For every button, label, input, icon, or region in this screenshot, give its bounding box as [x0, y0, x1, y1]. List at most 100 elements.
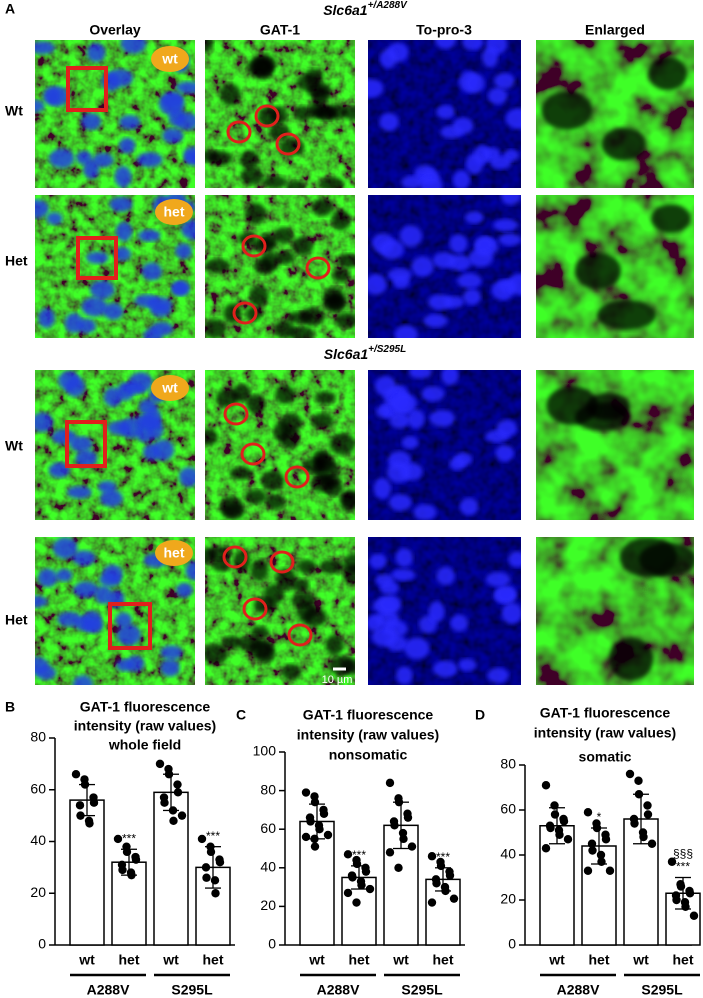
nucleus: [487, 87, 508, 105]
data-point: [197, 834, 207, 844]
nucleus: [87, 42, 106, 63]
significance: *: [597, 810, 602, 824]
data-point: [211, 889, 220, 898]
nucleus: [498, 233, 521, 246]
data-point: [301, 788, 311, 797]
nucleus: [120, 40, 147, 54]
data-point: [310, 842, 320, 851]
data-point: [601, 835, 611, 844]
nucleus: [95, 585, 112, 604]
nucleus: [117, 624, 142, 646]
nucleus: [92, 152, 114, 168]
nucleus: [247, 57, 273, 77]
data-point: [588, 846, 597, 855]
x-tick-label: het: [349, 952, 370, 968]
nucleus: [376, 405, 393, 419]
nucleus: [249, 285, 269, 307]
nucleus: [69, 436, 93, 452]
cell-circle: [242, 597, 268, 621]
nucleus: [368, 78, 384, 98]
significance: §§§: [673, 847, 693, 861]
micrograph: [205, 370, 355, 520]
soma: [619, 537, 678, 578]
chart-title: intensity (raw values): [534, 725, 676, 741]
nucleus: [46, 212, 63, 225]
nucleus: [89, 280, 115, 299]
nucleus: [38, 308, 55, 329]
chart-title: GAT-1 fluorescence: [303, 707, 434, 723]
significance: ***: [122, 831, 136, 845]
cell-circle: [226, 120, 252, 144]
badge-label: het: [164, 204, 185, 220]
micrograph: [205, 537, 355, 685]
chart-title: somatic: [579, 749, 632, 765]
cell-circle: [284, 465, 310, 489]
data-point: [689, 911, 699, 920]
nucleus: [304, 68, 324, 83]
data-point: [75, 801, 85, 810]
nucleus: [107, 69, 134, 87]
nucleus: [340, 658, 355, 674]
nucleus: [35, 657, 50, 675]
nucleus: [390, 392, 417, 415]
data-point: [630, 819, 639, 828]
nucleus: [35, 99, 45, 113]
nucleus: [52, 537, 78, 559]
y-tick-label: 0: [38, 936, 46, 952]
nucleus: [238, 635, 263, 652]
nucleus: [332, 268, 350, 283]
data-point: [676, 882, 686, 891]
nucleus: [233, 550, 251, 572]
nucleus: [326, 293, 345, 312]
data-point: [390, 821, 399, 830]
nucleus: [35, 41, 55, 55]
data-point: [550, 810, 560, 819]
nucleus: [35, 595, 48, 608]
nucleus: [86, 251, 109, 264]
nucleus: [452, 117, 474, 135]
data-point: [118, 865, 127, 875]
micrograph: [368, 195, 521, 338]
badge: [155, 199, 193, 225]
nucleus: [181, 219, 195, 240]
nucleus: [57, 611, 82, 627]
y-tick-label: 40: [30, 832, 46, 848]
data-point: [672, 895, 681, 905]
nucleus: [146, 296, 173, 312]
micrograph: [35, 370, 195, 520]
data-point: [583, 866, 593, 875]
x-tick-label: wt: [548, 952, 565, 968]
nucleus: [388, 494, 412, 511]
soma: [648, 56, 688, 91]
column-header: Overlay: [89, 22, 141, 38]
nucleus: [436, 566, 455, 586]
nucleus: [485, 571, 511, 587]
nucleus: [172, 281, 190, 296]
group-label: A288V: [317, 982, 360, 998]
nucleus: [250, 559, 269, 581]
nucleus: [250, 626, 269, 639]
nucleus: [72, 675, 93, 685]
data-point: [685, 889, 695, 898]
significance: ***: [206, 829, 220, 843]
nucleus: [300, 307, 325, 326]
nucleus: [423, 313, 448, 328]
nucleus: [458, 658, 477, 672]
group-label: S295L: [641, 982, 683, 998]
nucleus: [379, 581, 400, 595]
roi-box: [76, 236, 118, 280]
nucleus: [291, 592, 316, 608]
nucleus: [337, 253, 355, 269]
nucleus: [312, 198, 333, 217]
nucleus: [100, 489, 123, 507]
data-point: [643, 810, 653, 819]
nucleus: [379, 239, 404, 260]
nucleus: [493, 218, 519, 232]
data-point: [449, 894, 459, 903]
nucleus: [343, 553, 355, 573]
data-point: [210, 876, 220, 885]
nucleus: [404, 637, 430, 660]
nucleus: [246, 394, 266, 414]
data-point: [625, 769, 635, 779]
data-point: [206, 847, 216, 857]
